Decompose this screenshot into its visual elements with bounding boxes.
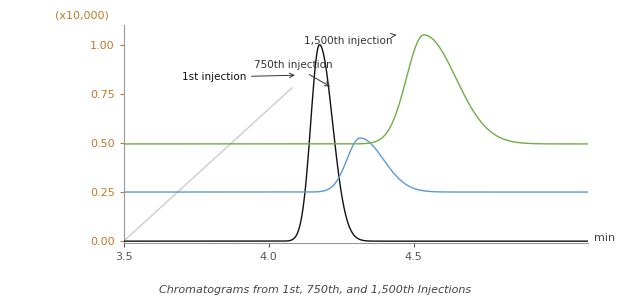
- Text: Chromatograms from 1st, 750th, and 1,500th Injections: Chromatograms from 1st, 750th, and 1,500…: [159, 285, 471, 295]
- Text: 1st injection: 1st injection: [181, 72, 294, 82]
- Y-axis label: (x10,000): (x10,000): [55, 11, 109, 21]
- Text: 750th injection: 750th injection: [255, 60, 333, 86]
- Text: min: min: [593, 233, 615, 243]
- Text: 1,500th injection: 1,500th injection: [304, 33, 396, 46]
